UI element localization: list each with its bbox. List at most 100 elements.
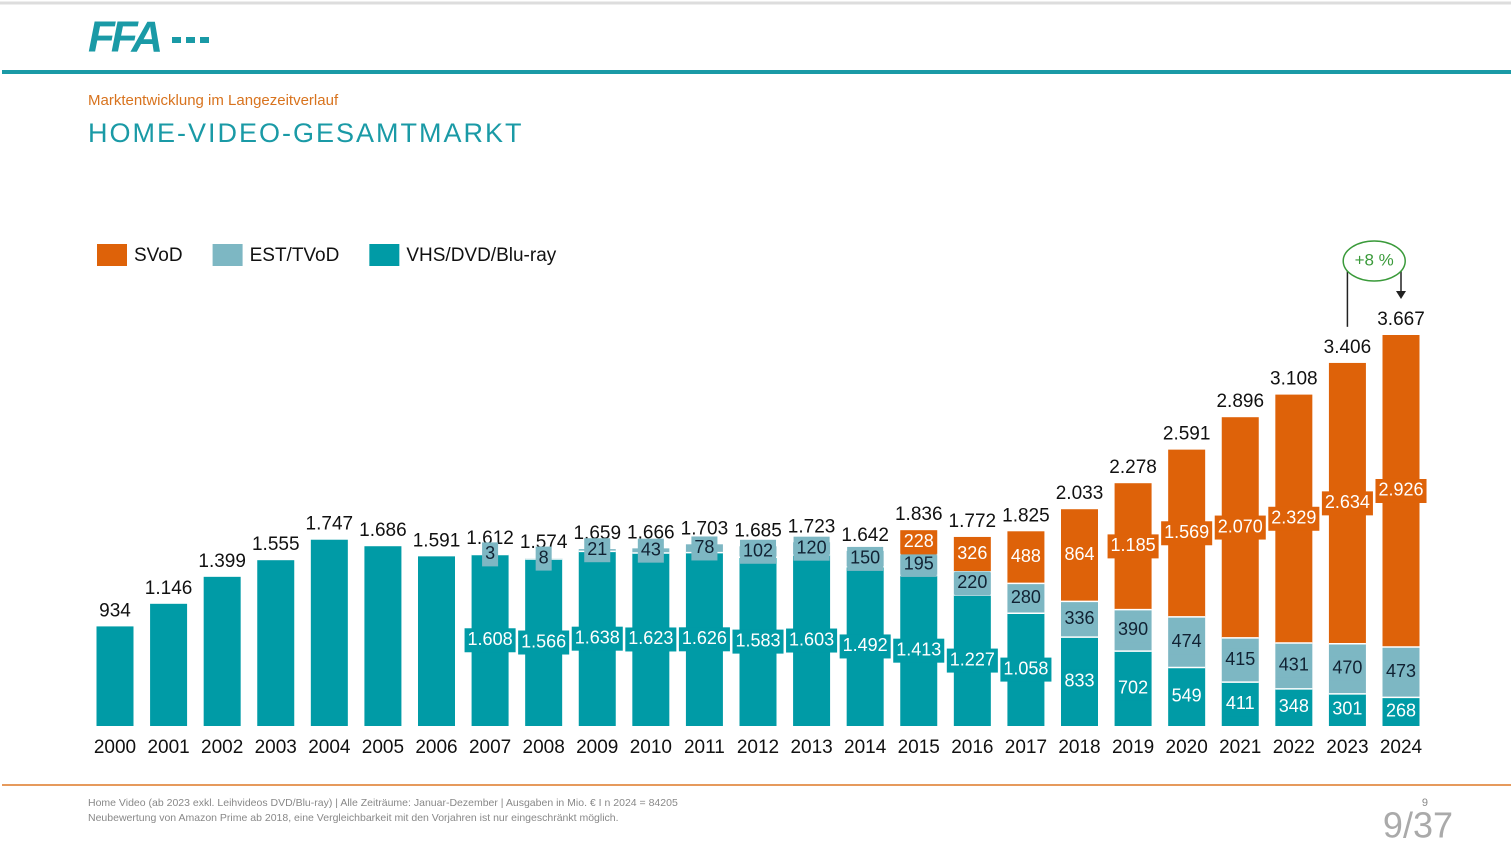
x-tick-label: 2005 bbox=[362, 737, 404, 758]
total-label: 1.723 bbox=[788, 516, 836, 537]
logo: FFA bbox=[88, 13, 160, 62]
data-label-box bbox=[739, 539, 777, 564]
x-tick-label: 2014 bbox=[844, 737, 887, 758]
legend-label: SVoD bbox=[134, 245, 183, 266]
data-label-box bbox=[1329, 656, 1366, 681]
data-label-box bbox=[786, 628, 838, 653]
data-label: 1.569 bbox=[1164, 522, 1209, 542]
data-label: 474 bbox=[1172, 631, 1202, 651]
x-tick-label: 2013 bbox=[790, 737, 832, 758]
total-label: 1.825 bbox=[1002, 505, 1050, 526]
data-label-box bbox=[1382, 660, 1420, 685]
data-label-box bbox=[1061, 607, 1098, 632]
data-label-box bbox=[691, 536, 718, 561]
data-label-box bbox=[1168, 684, 1205, 709]
x-tick-label: 2004 bbox=[308, 737, 351, 758]
data-label: 228 bbox=[904, 531, 934, 551]
data-label-box bbox=[1275, 695, 1312, 720]
data-label-box bbox=[900, 530, 937, 555]
total-label: 1.555 bbox=[252, 534, 300, 555]
data-label-box bbox=[1222, 692, 1258, 717]
data-label-box bbox=[1321, 491, 1373, 516]
x-tick-label: 2021 bbox=[1219, 737, 1261, 758]
x-tick-label: 2016 bbox=[951, 737, 993, 758]
data-label-box bbox=[1329, 697, 1366, 722]
data-label: 473 bbox=[1386, 661, 1416, 681]
total-label: 3.108 bbox=[1270, 369, 1318, 390]
data-label: 2.329 bbox=[1271, 508, 1316, 528]
data-label-box bbox=[584, 538, 611, 563]
data-label-box bbox=[946, 648, 998, 673]
data-label-box bbox=[518, 630, 570, 655]
data-label: 1.185 bbox=[1111, 535, 1156, 555]
annotation-bubble bbox=[1342, 240, 1406, 282]
data-label: 2.634 bbox=[1325, 492, 1370, 512]
total-label: 1.836 bbox=[895, 504, 943, 525]
data-label-box bbox=[1061, 543, 1098, 568]
x-tick-label: 2020 bbox=[1166, 737, 1208, 758]
data-label: 1.583 bbox=[735, 630, 780, 650]
total-label: 3.406 bbox=[1324, 337, 1372, 358]
data-label-box bbox=[571, 626, 623, 651]
data-label-box bbox=[637, 538, 664, 563]
x-tick-label: 2002 bbox=[201, 737, 243, 758]
x-tick-label: 2023 bbox=[1326, 737, 1368, 758]
data-label: 43 bbox=[641, 539, 661, 559]
data-label: 1.566 bbox=[521, 631, 566, 651]
data-label-box bbox=[625, 627, 677, 652]
data-label: 411 bbox=[1226, 693, 1255, 713]
data-label-box bbox=[839, 634, 891, 659]
data-label: 78 bbox=[694, 537, 714, 557]
data-label: 1.608 bbox=[468, 629, 513, 649]
data-label: 280 bbox=[1011, 587, 1041, 607]
data-label: 348 bbox=[1279, 696, 1309, 716]
data-label: 3 bbox=[485, 543, 495, 563]
data-label-box bbox=[1007, 545, 1044, 570]
bar-segment bbox=[257, 560, 295, 726]
data-label-box bbox=[1222, 648, 1259, 673]
x-tick-label: 2012 bbox=[737, 737, 779, 758]
data-label-box bbox=[678, 627, 730, 652]
x-tick-label: 2011 bbox=[684, 737, 725, 758]
data-label-box bbox=[1268, 506, 1320, 531]
data-label-box bbox=[1115, 618, 1152, 643]
x-tick-label: 2009 bbox=[576, 737, 618, 758]
data-label: 1.413 bbox=[896, 639, 941, 659]
x-tick-label: 2003 bbox=[255, 737, 297, 758]
data-label: 195 bbox=[904, 554, 934, 574]
data-label-box bbox=[1214, 515, 1266, 540]
data-label: 150 bbox=[850, 548, 880, 568]
x-tick-label: 2006 bbox=[415, 737, 457, 758]
x-tick-label: 2018 bbox=[1058, 737, 1100, 758]
total-label: 1.686 bbox=[359, 520, 407, 541]
data-label-box bbox=[954, 542, 991, 567]
data-label-box bbox=[535, 546, 552, 571]
x-tick-label: 2001 bbox=[147, 737, 189, 758]
legend-label: EST/TVoD bbox=[250, 245, 340, 266]
data-label-box bbox=[1115, 676, 1152, 701]
data-label: 431 bbox=[1279, 655, 1309, 675]
data-label: 864 bbox=[1064, 544, 1094, 564]
data-label: 2.070 bbox=[1218, 516, 1263, 536]
data-label-box bbox=[1007, 586, 1044, 611]
data-label: 336 bbox=[1064, 608, 1094, 628]
data-label: 268 bbox=[1386, 700, 1416, 720]
annotation-arrow bbox=[1396, 291, 1406, 299]
data-label-box bbox=[1168, 630, 1205, 655]
total-label: 1.685 bbox=[734, 520, 782, 541]
data-label-box bbox=[900, 552, 937, 577]
bar-segment bbox=[310, 539, 348, 726]
data-label-box bbox=[954, 571, 991, 596]
x-tick-label: 2015 bbox=[898, 737, 940, 758]
data-label: 1.623 bbox=[628, 628, 673, 648]
bar-segment bbox=[96, 626, 134, 726]
total-label: 2.033 bbox=[1056, 483, 1104, 504]
data-label: 390 bbox=[1118, 619, 1148, 639]
total-label: 1.747 bbox=[306, 514, 354, 535]
data-label-box bbox=[1107, 534, 1159, 559]
footnote: Home Video (ab 2023 exkl. Leihvideos DVD… bbox=[88, 797, 678, 809]
bar-segment bbox=[150, 603, 188, 726]
data-label: 702 bbox=[1118, 677, 1148, 697]
total-label: 1.642 bbox=[841, 525, 889, 546]
